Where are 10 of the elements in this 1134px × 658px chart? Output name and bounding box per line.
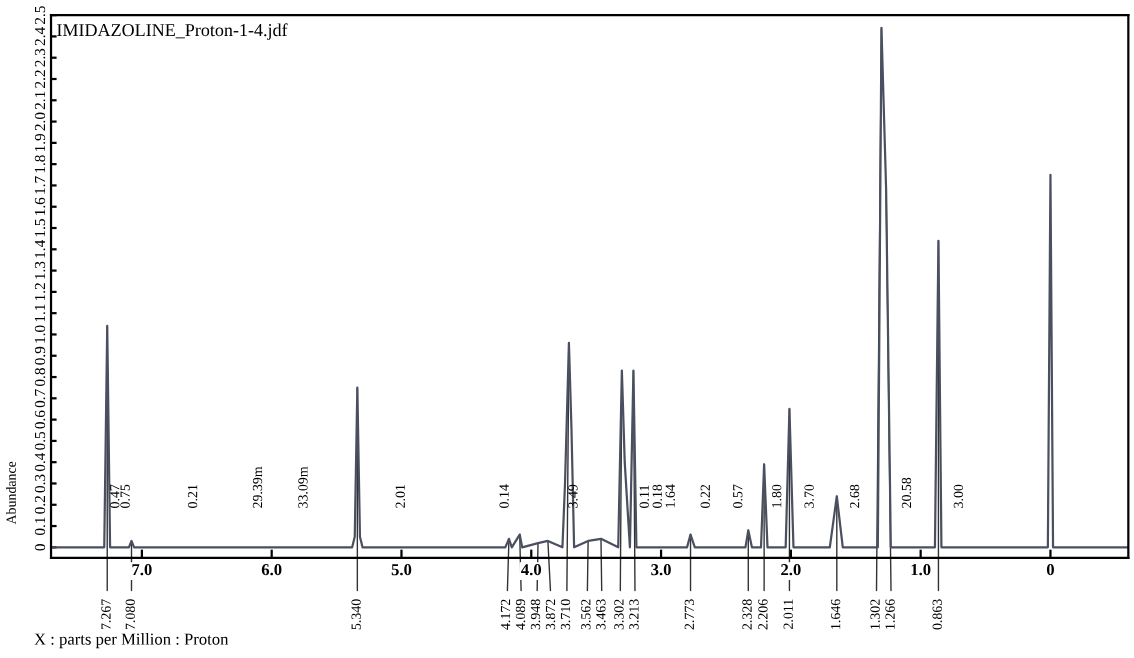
x-tick-label: 1.0 — [911, 564, 931, 576]
x-tick-label: 3.0 — [651, 564, 671, 576]
x-tick-label: 5.0 — [391, 564, 412, 576]
x-tick-label: 0 — [1046, 564, 1054, 576]
x-tick-label: 6.0 — [261, 564, 282, 576]
x-axis-title: X : parts per Million : Proton — [34, 633, 229, 649]
chart-title: IMIDAZOLINE_Proton-1-4.jdf — [57, 23, 288, 40]
x-tick-label: 7.0 — [132, 564, 152, 576]
x-tick-label: 2.0 — [781, 564, 801, 576]
x-tick-label: 4.0 — [521, 564, 542, 576]
